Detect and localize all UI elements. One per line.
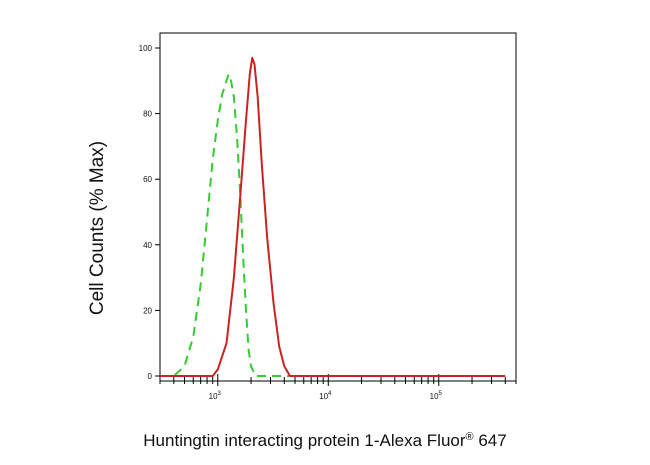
y-tick-label: 100 [139,44,153,53]
y-tick-label: 80 [143,110,152,119]
x-axis-title-suffix: 647 [474,431,507,450]
y-axis-title: Cell Counts (% Max) [87,141,108,315]
isotype-control-curve [160,73,492,377]
y-axis: 0 20 40 60 80 100 [139,44,160,381]
y-tick-label: 20 [143,306,152,315]
y-tick-label: 0 [148,372,153,381]
y-tick-label: 60 [143,175,152,184]
x-tick-label: 104 [319,391,332,401]
x-axis-title-mark: ® [466,431,474,443]
x-axis-title-main: Huntingtin interacting protein 1-Alexa F… [143,431,466,450]
y-tick-label: 40 [143,241,152,250]
plot-frame [159,32,517,382]
x-axis: 103 104 105 [159,374,517,401]
sample-curve [160,56,506,377]
x-axis-title: Huntingtin interacting protein 1-Alexa F… [143,431,506,450]
plot-area: 0 20 40 60 80 100 103 104 105 [139,32,517,401]
x-tick-label: 105 [430,391,443,401]
series-group [160,56,506,377]
x-tick-label: 103 [209,391,222,401]
